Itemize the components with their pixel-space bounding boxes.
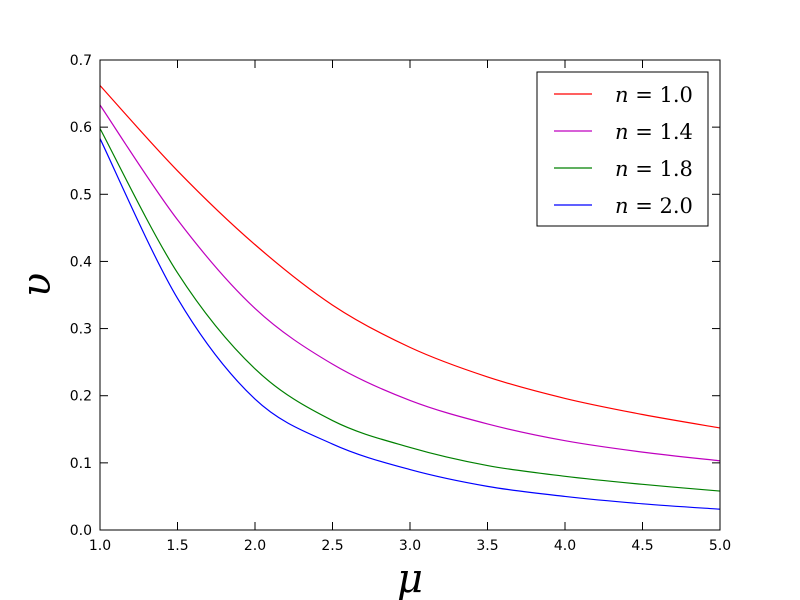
x-tick-label: 3.0 [399,538,421,554]
y-tick-label: 0.1 [70,456,92,472]
x-tick-label: 1.5 [166,538,188,554]
series-line-2 [99,128,721,492]
series-line-1 [99,104,721,462]
series-layer [99,85,721,510]
legend-label-2: n = 1.8 [615,157,693,181]
legend-label-0: n = 1.0 [615,83,693,107]
y-axis-label: υ [14,273,60,297]
x-tick-label: 2.5 [321,538,343,554]
y-tick-label: 0.2 [70,389,92,405]
x-tick-label: 4.5 [631,538,653,554]
x-tick-label: 4.0 [554,538,576,554]
legend-label-3: n = 2.0 [615,194,693,218]
y-tick-label: 0.5 [70,187,92,203]
x-axis-label: μ [397,556,423,600]
series-line-0 [99,85,721,429]
legend-label-1: n = 1.4 [615,120,693,144]
legend-box [536,71,709,227]
ticks-layer: 1.0 1.5 2.0 2.5 3.0 3.5 4.0 4.5 5.0 0.0 0.1 0.2 0.3 0… [70,53,731,554]
y-tick-label: 0.0 [70,523,92,539]
y-tick-label: 0.3 [70,322,92,338]
y-tick-label: 0.4 [70,254,92,270]
x-tick-label: 5.0 [709,538,731,554]
legend: n = 1.0 n = 1.4 n = 1.8 n = 2.0 [536,71,709,227]
x-tick-label: 3.5 [476,538,498,554]
series-line-3 [99,138,721,510]
y-tick-label: 0.6 [70,120,92,136]
plot-frame [99,59,721,531]
x-tick-label: 1.0 [89,538,111,554]
y-tick-label: 0.7 [70,53,92,69]
x-tick-label: 2.0 [244,538,266,554]
